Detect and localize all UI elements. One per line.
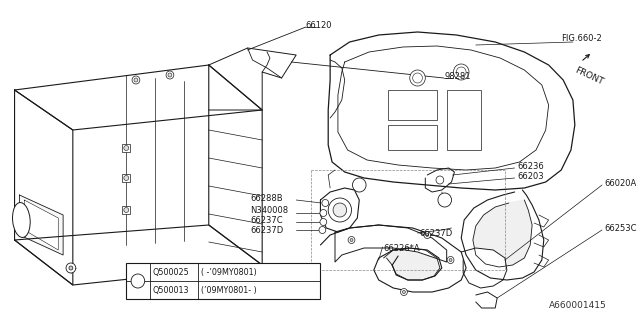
Circle shape (320, 210, 327, 217)
Circle shape (166, 71, 174, 79)
Polygon shape (19, 195, 63, 255)
Circle shape (322, 199, 329, 206)
Circle shape (66, 263, 76, 273)
Polygon shape (335, 225, 447, 262)
Circle shape (319, 227, 326, 234)
Text: 66020A: 66020A (604, 179, 636, 188)
Circle shape (333, 203, 347, 217)
Circle shape (69, 266, 73, 270)
Polygon shape (461, 190, 544, 280)
Text: 66237D: 66237D (419, 228, 452, 237)
Bar (122, 206, 130, 214)
Text: N340008: N340008 (250, 205, 289, 214)
Circle shape (350, 238, 353, 242)
Text: 66253C: 66253C (604, 223, 636, 233)
Bar (122, 174, 130, 182)
Circle shape (320, 219, 327, 226)
Circle shape (413, 73, 422, 83)
Circle shape (124, 175, 129, 180)
Bar (388, 90, 437, 120)
Text: 66120: 66120 (306, 20, 332, 29)
Circle shape (436, 176, 444, 184)
Polygon shape (321, 225, 466, 292)
Polygon shape (209, 65, 262, 265)
Text: 98281: 98281 (445, 71, 471, 81)
Circle shape (134, 78, 138, 82)
Text: 66288B: 66288B (250, 194, 283, 203)
Polygon shape (15, 90, 73, 285)
Circle shape (124, 207, 129, 212)
Text: Q500013: Q500013 (152, 285, 189, 294)
Text: 66236: 66236 (518, 162, 544, 171)
Text: 66203: 66203 (518, 172, 544, 180)
Circle shape (424, 231, 431, 238)
Circle shape (447, 257, 454, 263)
Circle shape (403, 291, 405, 293)
Text: 1: 1 (357, 182, 362, 188)
Polygon shape (476, 292, 497, 308)
Bar (126, 263, 321, 299)
Circle shape (328, 198, 351, 222)
Text: A660001415: A660001415 (549, 301, 607, 310)
Polygon shape (15, 65, 262, 130)
Polygon shape (338, 46, 548, 170)
Polygon shape (321, 188, 359, 232)
Bar (447, 90, 481, 150)
Text: (’09MY0801- ): (’09MY0801- ) (201, 285, 257, 294)
Text: 66237D: 66237D (250, 226, 284, 235)
Polygon shape (383, 248, 440, 280)
Text: 66226*A: 66226*A (383, 244, 420, 252)
Polygon shape (426, 168, 454, 192)
Circle shape (456, 67, 466, 77)
Text: ( -’09MY0801): ( -’09MY0801) (201, 268, 257, 276)
Polygon shape (15, 225, 262, 285)
Polygon shape (473, 200, 532, 267)
Text: FIG.660-2: FIG.660-2 (561, 34, 602, 43)
Circle shape (426, 234, 429, 236)
Circle shape (348, 236, 355, 244)
Bar (311, 170, 505, 270)
Circle shape (410, 70, 426, 86)
Circle shape (401, 289, 407, 295)
Circle shape (124, 146, 129, 150)
Text: 66237C: 66237C (250, 215, 283, 225)
Bar (122, 144, 130, 152)
Polygon shape (461, 248, 507, 288)
Circle shape (168, 73, 172, 77)
Polygon shape (24, 200, 58, 250)
Circle shape (438, 193, 452, 207)
Circle shape (454, 64, 469, 80)
Ellipse shape (13, 203, 30, 237)
Text: Q500025: Q500025 (152, 268, 189, 276)
Polygon shape (328, 32, 575, 190)
Circle shape (131, 274, 145, 288)
Circle shape (353, 178, 366, 192)
Text: FRONT: FRONT (573, 66, 604, 87)
Text: 1: 1 (136, 278, 140, 284)
Circle shape (132, 76, 140, 84)
Circle shape (449, 259, 452, 261)
Text: 1: 1 (442, 197, 447, 203)
Bar (388, 125, 437, 150)
